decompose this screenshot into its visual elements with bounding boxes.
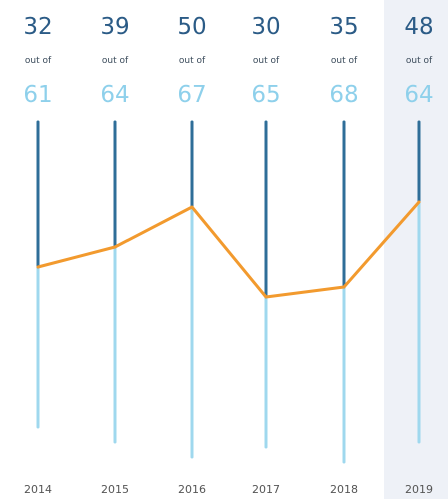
- scored-value: 39: [100, 14, 129, 40]
- out-of-label: out of: [179, 56, 206, 66]
- scored-value: 48: [404, 14, 433, 40]
- total-value: 65: [251, 82, 280, 108]
- year-label: 2014: [24, 483, 52, 496]
- total-value: 68: [329, 82, 358, 108]
- year-label: 2016: [178, 483, 206, 496]
- year-label: 2018: [330, 483, 358, 496]
- scored-value: 32: [23, 14, 52, 40]
- scored-value: 30: [251, 14, 280, 40]
- trend-line: [36, 200, 421, 299]
- highlighted-year-band: [384, 0, 448, 499]
- out-of-label: out of: [25, 56, 52, 66]
- total-value: 61: [23, 82, 52, 108]
- out-of-label: out of: [253, 56, 280, 66]
- out-of-label: out of: [331, 56, 358, 66]
- year-label: 2015: [101, 483, 129, 496]
- out-of-label: out of: [406, 56, 433, 66]
- total-value: 64: [404, 82, 433, 108]
- year-label: 2017: [252, 483, 280, 496]
- total-value: 64: [100, 82, 129, 108]
- year-label: 2019: [405, 483, 433, 496]
- out-of-label: out of: [102, 56, 129, 66]
- scored-value: 50: [177, 14, 206, 40]
- total-value: 67: [177, 82, 206, 108]
- scored-value: 35: [329, 14, 358, 40]
